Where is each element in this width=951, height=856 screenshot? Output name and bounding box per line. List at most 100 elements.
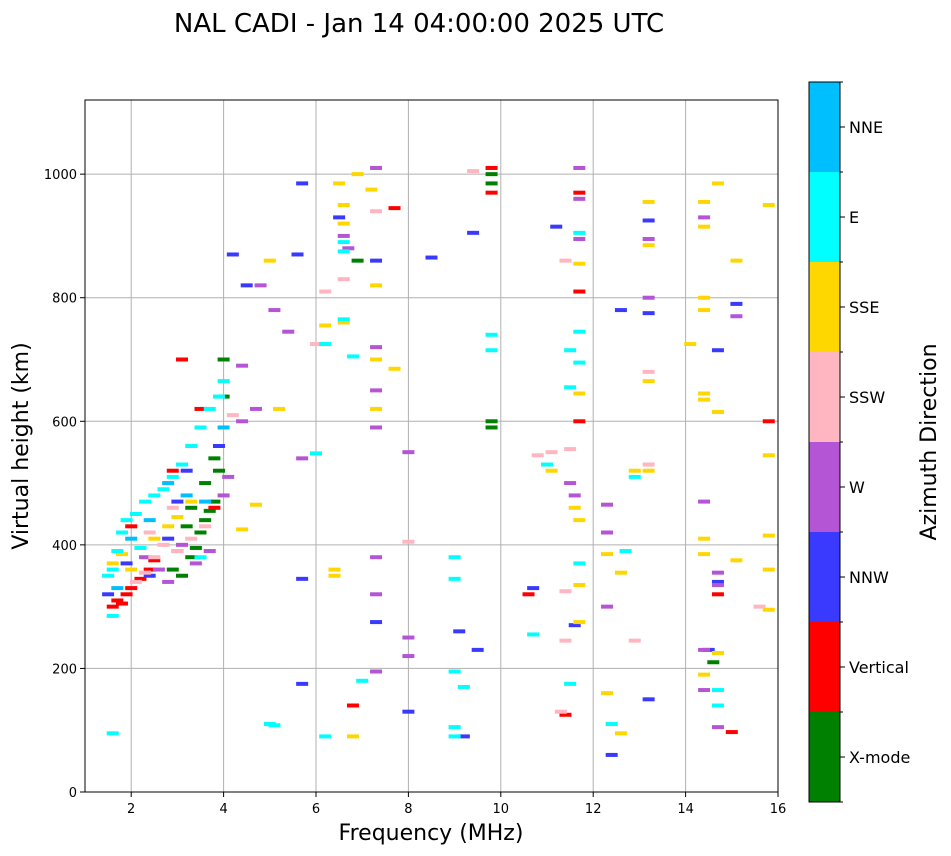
x-tick-label: 6	[312, 802, 320, 817]
echo-point-vertical	[388, 206, 401, 211]
echo-point-nnw	[642, 218, 655, 223]
grid	[85, 100, 779, 793]
echo-point-e	[337, 249, 350, 254]
echo-point-ssw	[337, 277, 350, 282]
echo-point-ssw	[310, 342, 322, 347]
x-tick-label: 4	[219, 802, 227, 817]
echo-point-e	[212, 394, 225, 399]
echo-point-ssw	[171, 549, 184, 554]
echo-point-sse	[370, 283, 383, 288]
echo-point-sse	[698, 308, 711, 313]
echo-point-nne	[217, 425, 230, 430]
echo-point-e	[448, 725, 461, 730]
y-tick-label: 0	[69, 786, 77, 801]
echo-point-e	[573, 360, 586, 365]
echo-point-e	[111, 549, 124, 554]
x-tick-label: 10	[493, 802, 510, 817]
echo-point-ssw	[185, 536, 198, 541]
echo-point-ssw	[129, 579, 142, 584]
colorbar-tick-label: SSE	[849, 298, 879, 317]
colorbar-segment	[809, 82, 840, 172]
echo-point-e	[120, 518, 133, 523]
colorbar-segment	[809, 172, 840, 262]
echo-point-sse	[698, 295, 711, 300]
echo-point-sse	[106, 561, 119, 566]
echo-point-vertical	[111, 598, 124, 603]
echo-point-nnw	[296, 576, 309, 581]
echo-point-e	[176, 462, 189, 467]
echo-point-sse	[365, 187, 378, 192]
echo-point-w	[370, 555, 383, 560]
colorbar-tick-label: NNE	[849, 118, 883, 137]
echo-point-w	[698, 215, 711, 220]
echo-point-nne	[125, 536, 138, 541]
echo-point-w	[370, 669, 383, 674]
echo-point-e	[310, 451, 322, 456]
echo-point-sse	[642, 243, 655, 248]
echo-point-nnw	[467, 230, 480, 235]
echo-point-sse	[573, 583, 586, 588]
echo-point-x-mode	[707, 660, 720, 665]
colorbar-frame	[808, 81, 841, 803]
echo-point-w	[189, 561, 202, 566]
echo-point-x-mode	[194, 530, 207, 535]
echo-point-vertical	[106, 604, 119, 609]
colorbar-tick-label: W	[849, 478, 865, 497]
echo-point-x-mode	[208, 456, 221, 461]
echo-point-sse	[573, 391, 586, 396]
echo-point-w	[601, 604, 614, 609]
y-tick-label: 600	[52, 415, 77, 430]
echo-point-sse	[370, 406, 383, 411]
echo-point-x-mode	[203, 508, 216, 513]
echo-point-x-mode	[199, 518, 212, 523]
echo-point-vertical	[148, 558, 161, 563]
echo-point-sse	[171, 515, 184, 520]
echo-point-vertical	[762, 419, 775, 424]
y-tick-label: 400	[52, 539, 77, 554]
echo-point-vertical	[143, 567, 156, 572]
echo-point-e	[564, 385, 577, 390]
echo-point-sse	[319, 323, 332, 328]
echo-point-w	[268, 308, 281, 313]
echo-point-x-mode	[485, 181, 498, 186]
echo-point-w	[162, 579, 175, 584]
echo-point-vertical	[176, 357, 189, 362]
echo-point-sse	[115, 552, 128, 557]
echo-point-x-mode	[185, 505, 198, 510]
echo-point-nnw	[240, 283, 253, 288]
echo-point-e	[711, 688, 724, 693]
echo-point-x-mode	[185, 555, 198, 560]
echo-point-w	[601, 530, 614, 535]
echo-point-e	[346, 354, 359, 359]
y-tick-label: 200	[52, 662, 77, 677]
echo-point-vertical	[725, 730, 738, 735]
echo-point-nnw	[120, 561, 133, 566]
echo-point-nnw	[226, 252, 239, 257]
echo-point-ssw	[531, 453, 544, 458]
echo-point-nnw	[730, 301, 743, 306]
echo-point-vertical	[166, 468, 179, 473]
echo-point-w	[282, 329, 295, 334]
colorbar-tick-label: Vertical	[849, 658, 909, 677]
echo-point-e	[106, 731, 119, 736]
x-axis-label: Frequency (MHz)	[339, 821, 524, 846]
echo-point-sse	[698, 199, 711, 204]
echo-point-w	[402, 450, 415, 455]
echo-point-vertical	[573, 289, 586, 294]
echo-point-x-mode	[189, 545, 202, 550]
echo-point-ssw	[157, 542, 170, 547]
echo-point-vertical	[522, 592, 535, 597]
echo-point-e	[564, 348, 577, 353]
echo-point-ssw	[545, 450, 558, 455]
echo-point-w	[370, 592, 383, 597]
echo-point-nnw	[453, 629, 466, 634]
echo-point-sse	[711, 410, 724, 415]
echo-point-x-mode	[166, 567, 179, 572]
echo-point-sse	[328, 573, 341, 578]
echo-point-e	[194, 555, 207, 560]
echo-point-e	[457, 684, 470, 689]
echo-point-e	[448, 669, 461, 674]
x-tick-label: 12	[585, 802, 602, 817]
echo-point-ssw	[319, 289, 332, 294]
